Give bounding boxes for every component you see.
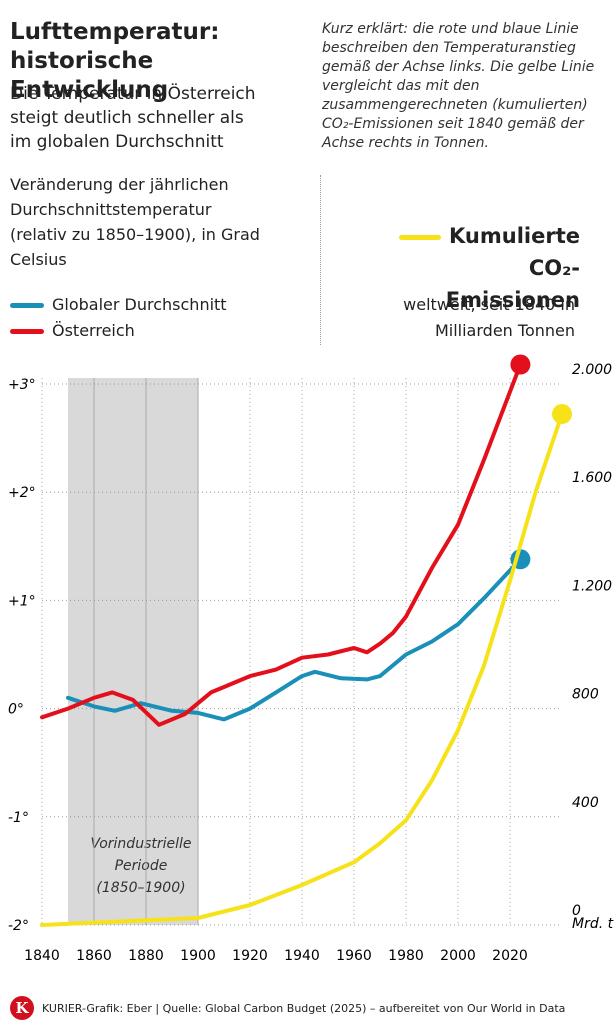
divider bbox=[320, 175, 321, 345]
y2-tick-label: 1.600 bbox=[572, 470, 612, 486]
legend-label: Österreich bbox=[52, 321, 135, 340]
y2-tick-label: 1.200 bbox=[572, 578, 612, 594]
annotation-line: (1850–1900) bbox=[96, 880, 185, 896]
y2-axis-label: weltweit, seit 1840 in Milliarden Tonnen bbox=[403, 295, 575, 340]
line bbox=[40, 362, 523, 727]
x-tick-label: 2020 bbox=[492, 948, 528, 964]
line bbox=[40, 412, 564, 927]
y2-tick-label: 400 bbox=[572, 795, 599, 811]
x-tick-label: 2000 bbox=[440, 948, 476, 964]
y2-tick-label: 2.000 bbox=[572, 362, 612, 378]
annotation-line: Vorindustrielle bbox=[90, 836, 191, 852]
end-dot bbox=[552, 404, 572, 425]
legend-swatch bbox=[10, 303, 44, 308]
x-tick-label: 1900 bbox=[180, 948, 216, 964]
y2-unit: Mrd. t bbox=[572, 916, 614, 932]
x-tick-label: 1920 bbox=[232, 948, 268, 964]
legend-label: Globaler Durchschnitt bbox=[52, 295, 227, 314]
chart: Vorindustrielle Periode (1850–1900) 1840 186… bbox=[8, 354, 614, 964]
legend-label: Kumulierte CO₂-Emissionen bbox=[445, 224, 580, 312]
x-tick-label: 1880 bbox=[128, 948, 164, 964]
annotation: Vorindustrielle Periode (1850–1900) bbox=[90, 836, 191, 896]
legend-item: Österreich bbox=[10, 318, 227, 344]
x-tick-label: 1940 bbox=[284, 948, 320, 964]
y-tick-label: 0° bbox=[8, 702, 24, 718]
legend: Globaler Durchschnitt Österreich bbox=[10, 292, 227, 344]
note: Kurz erklärt: die rote und blaue Linie b… bbox=[322, 21, 595, 151]
legend-item: Globaler Durchschnitt bbox=[10, 292, 227, 318]
x-tick-label: 1840 bbox=[24, 948, 60, 964]
y2-legend: Kumulierte CO₂-Emissionen bbox=[395, 220, 580, 316]
legend-swatch bbox=[10, 329, 44, 334]
y-tick-label: +1° bbox=[8, 593, 36, 609]
y-tick-label: -1° bbox=[8, 810, 29, 826]
legend-swatch bbox=[399, 234, 442, 240]
y-tick-label: +2° bbox=[8, 485, 36, 501]
x-tick-label: 1960 bbox=[336, 948, 372, 964]
subtitle: Die Temperatur in Österreich steigt deut… bbox=[10, 84, 256, 152]
logo: K bbox=[10, 996, 34, 1020]
title: Lufttemperatur: historische Entwicklung bbox=[10, 19, 220, 103]
shaded-period bbox=[68, 378, 198, 925]
legend-item: Kumulierte CO₂-Emissionen bbox=[395, 220, 580, 316]
x-tick-label: 1980 bbox=[388, 948, 424, 964]
x-tick-label: 1860 bbox=[76, 948, 112, 964]
annotation-line: Periode bbox=[115, 858, 168, 874]
y-tick-label: -2° bbox=[8, 918, 29, 934]
end-dot bbox=[510, 354, 531, 375]
source: KURIER-Grafik: Eber | Quelle: Global Car… bbox=[42, 1002, 566, 1015]
y2-tick-label: 0 bbox=[572, 903, 581, 919]
y2-tick-label: 800 bbox=[572, 687, 599, 703]
y-axis-label: Veränderung der jährlichen Durchschnitts… bbox=[10, 175, 260, 269]
y-tick-label: +3° bbox=[8, 377, 36, 393]
line bbox=[66, 557, 523, 722]
